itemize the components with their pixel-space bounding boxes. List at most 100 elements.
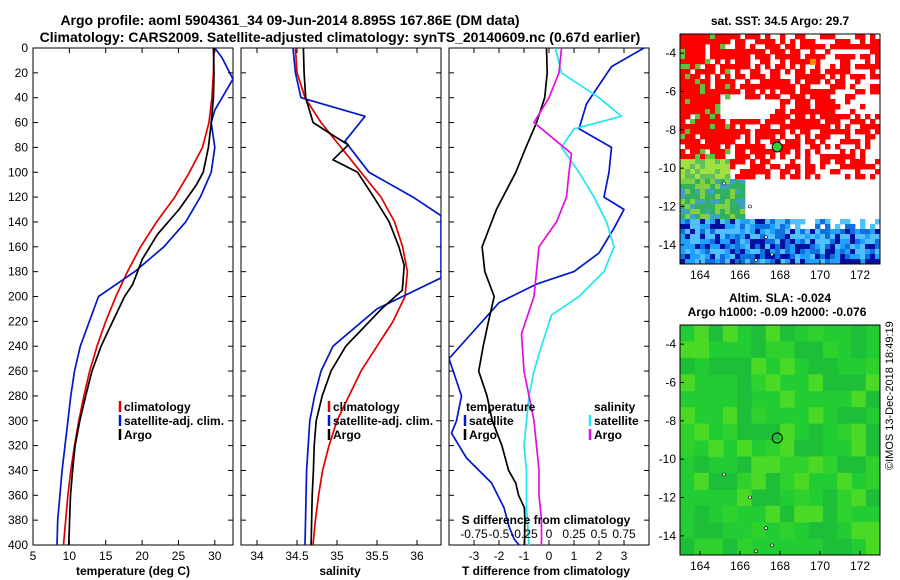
y-tick-label: 220: [8, 314, 28, 328]
sst-cell: [765, 224, 771, 230]
sst-cell: [755, 64, 761, 70]
sst-cell: [875, 64, 881, 70]
sst-cell: [715, 144, 721, 150]
sst-cell: [870, 224, 876, 230]
sst-cell: [695, 189, 701, 195]
sst-cell: [810, 79, 816, 85]
sla-cell: [837, 456, 852, 474]
sst-cell: [700, 104, 706, 110]
sst-cell: [855, 44, 861, 50]
sst-cell: [710, 149, 716, 155]
x-tick-label: 3: [621, 549, 628, 563]
sst-cell: [860, 54, 866, 60]
sst-cell: [745, 34, 751, 40]
sst-cell: [710, 89, 716, 95]
sst-cell: [750, 229, 756, 235]
sst-cell: [860, 239, 866, 245]
sst-cell: [865, 239, 871, 245]
sst-cell: [805, 59, 811, 65]
sst-cell: [860, 219, 866, 225]
sst-cell: [725, 239, 731, 245]
sst-cell: [860, 74, 866, 80]
sla-cell: [694, 341, 710, 359]
y-tick-label: -12: [659, 200, 677, 214]
sla-cell: [737, 374, 752, 392]
sst-cell: [850, 109, 856, 115]
sst-cell: [695, 34, 701, 40]
top-x-tick-label: -0.5: [489, 527, 510, 541]
sst-cell: [840, 139, 846, 145]
sst-cell: [695, 214, 701, 220]
sst-cell: [685, 189, 691, 195]
sst-cell: [790, 54, 796, 60]
sst-cell: [860, 249, 866, 255]
sst-cell: [870, 34, 876, 40]
sst-cell: [680, 69, 686, 75]
sla-cell: [851, 374, 867, 392]
sst-cell: [790, 39, 796, 45]
sst-cell: [835, 239, 841, 245]
sst-cell: [705, 79, 711, 85]
sst-cell: [810, 49, 816, 55]
sst-cell: [800, 74, 806, 80]
sst-cell: [735, 64, 741, 70]
sst-cell: [745, 94, 751, 100]
sst-cell: [790, 89, 796, 95]
sla-cell: [822, 522, 838, 539]
sla-cell: [680, 407, 695, 424]
sst-cell: [760, 159, 766, 165]
sla-cell: [722, 505, 738, 523]
sst-cell: [710, 124, 716, 130]
sst-cell: [765, 169, 771, 175]
sst-cell: [720, 159, 726, 165]
sst-cell: [810, 144, 816, 150]
sst-cell: [855, 259, 861, 265]
sst-cell: [710, 169, 716, 175]
sst-cell: [860, 119, 866, 125]
sst-cell: [800, 104, 806, 110]
sla-cell: [851, 423, 867, 441]
sst-cell: [860, 259, 866, 265]
sst-cell: [840, 74, 846, 80]
sst-cell: [775, 114, 781, 120]
sst-cell: [695, 79, 701, 85]
sst-cell: [865, 134, 871, 140]
sst-cell: [735, 159, 741, 165]
sst-cell: [735, 119, 741, 125]
sst-cell: [875, 219, 881, 225]
y-tick-label: 140: [8, 215, 28, 229]
sst-cell: [795, 219, 801, 225]
sst-cell: [865, 124, 871, 130]
sla-cell: [765, 423, 781, 441]
sst-cell: [740, 179, 746, 185]
sst-cell: [765, 94, 771, 100]
sst-cell: [825, 244, 831, 250]
sst-cell: [700, 259, 706, 265]
sst-cell: [745, 64, 751, 70]
sst-cell: [700, 99, 706, 105]
sst-cell: [720, 124, 726, 130]
sst-cell: [825, 89, 831, 95]
sst-cell: [825, 239, 831, 245]
sst-cell: [720, 174, 726, 180]
sst-cell: [760, 219, 766, 225]
sst-cell: [685, 59, 691, 65]
sst-cell: [815, 64, 821, 70]
sst-cell: [825, 69, 831, 75]
sst-cell: [755, 54, 761, 60]
sst-cell: [715, 94, 721, 100]
sst-cell: [710, 139, 716, 145]
y-tick-label: 320: [8, 439, 28, 453]
sst-cell: [680, 194, 686, 200]
sst-cell: [770, 249, 776, 255]
sst-cell: [725, 49, 731, 55]
sst-cell: [775, 54, 781, 60]
sst-cell: [745, 119, 751, 125]
sst-cell: [760, 254, 766, 260]
sla-cell: [780, 423, 795, 441]
sst-cell: [780, 79, 786, 85]
sst-cell: [865, 164, 871, 170]
sst-cell: [835, 79, 841, 85]
sst-cell: [795, 139, 801, 145]
